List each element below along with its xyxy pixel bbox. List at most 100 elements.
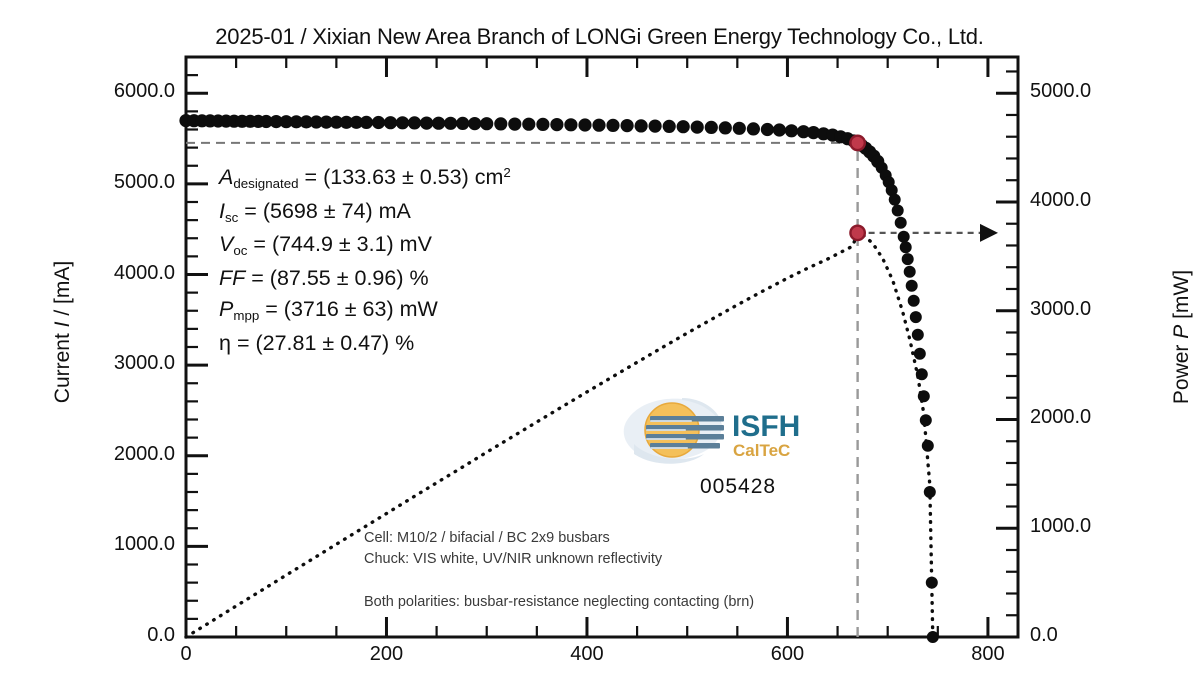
mpp-markers — [849, 134, 867, 242]
iv-data-point — [349, 115, 363, 129]
parameter-area: Adesignated = (133.63 ± 0.53) cm2 — [219, 162, 511, 196]
x-tick-400: 400 — [570, 643, 604, 665]
iv-data-point — [648, 119, 662, 133]
iv-data-point — [383, 116, 398, 130]
parameter-subscript: sc — [224, 209, 239, 225]
iv-data-point — [897, 230, 910, 243]
iv-data-point — [269, 115, 283, 129]
parameter-value: (27.81 ± 0.47) % — [255, 330, 415, 355]
iv-data-point — [806, 126, 821, 140]
parameter-max-power-point: Pmpp = (3716 ± 63) mW — [219, 294, 511, 328]
note-polarities: Both polarities: busbar-resistance negle… — [364, 594, 755, 610]
y-right-tick-5000: 5000.0 — [1030, 80, 1092, 103]
parameter-equals: = — [238, 198, 263, 223]
serial-number: 005428 — [700, 475, 777, 498]
isfh-caltec-logo: ISFH CalTeC — [623, 398, 800, 464]
parameter-short-circuit-current: Isc = (5698 ± 74) mA — [219, 196, 511, 230]
iv-data-point — [662, 119, 676, 133]
iv-data-point — [444, 116, 458, 130]
y-right-tick-1000: 1000.0 — [1030, 515, 1092, 538]
parameter-value: (133.63 ± 0.53) cm — [323, 165, 504, 189]
iv-data-point — [899, 241, 912, 254]
chart-title: 2025-01 / Xixian New Area Branch of LONG… — [215, 24, 984, 49]
y-left-tick-0: 0.0 — [147, 624, 175, 646]
iv-data-point — [909, 311, 922, 324]
iv-data-point — [279, 115, 293, 129]
iv-data-point — [917, 390, 930, 403]
iv-data-point — [746, 122, 761, 136]
iv-data-point — [784, 124, 799, 138]
iv-data-point — [494, 117, 508, 131]
iv-data-point — [420, 116, 434, 130]
parameter-subscript: mpp — [233, 308, 260, 324]
y-left-tick-5000: 5000.0 — [113, 170, 175, 193]
iv-data-point — [915, 368, 928, 381]
iv-data-point — [894, 216, 907, 229]
parameter-fill-factor: FF = (87.55 ± 0.96) % — [219, 263, 511, 295]
parameter-equals: = — [230, 330, 256, 355]
parameter-symbol: I — [219, 198, 225, 223]
parameter-value: (5698 ± 74) mA — [262, 198, 411, 223]
iv-data-point — [676, 120, 690, 134]
parameter-efficiency: η = (27.81 ± 0.47) % — [219, 328, 511, 360]
x-tick-200: 200 — [369, 643, 404, 665]
iv-data-point — [620, 119, 634, 133]
parameter-superscript: 2 — [503, 164, 511, 180]
note-cell: Cell: M10/2 / bifacial / BC 2x9 busbars — [364, 530, 610, 546]
parameter-symbol: A — [219, 165, 234, 189]
iv-data-point — [690, 120, 704, 134]
parameter-equals: = — [259, 297, 284, 321]
logo-bars-highlight — [646, 420, 692, 449]
parameter-symbol: FF — [219, 265, 246, 290]
parameter-subscript: designated — [233, 176, 299, 192]
iv-data-point — [923, 486, 936, 498]
iv-data-point — [592, 118, 606, 132]
power-curve-dotted — [184, 230, 935, 639]
y-axis-left-title: Current I / [mA] — [51, 260, 74, 404]
parameter-open-circuit-voltage: Voc = (744.9 ± 3.1) mV — [219, 229, 511, 263]
iv-data-point — [606, 118, 620, 132]
x-tick-0: 0 — [180, 643, 192, 665]
pmpp-arrowhead — [980, 223, 998, 242]
iv-data-point — [760, 122, 775, 137]
iv-data-point — [907, 294, 920, 307]
iv-data-point — [407, 116, 422, 130]
iv-data-point — [339, 115, 353, 129]
iv-data-point — [718, 121, 732, 135]
iv-data-point — [634, 119, 648, 133]
logo-primary-text: ISFH — [732, 410, 800, 443]
iv-data-point — [522, 117, 536, 131]
mpp-power — [849, 224, 867, 242]
iv-data-point — [903, 265, 916, 278]
iv-data-point — [704, 120, 718, 134]
parameter-equals: = — [245, 265, 270, 290]
iv-data-point — [796, 125, 811, 139]
parameter-list: Adesignated = (133.63 ± 0.53) cm2 Isc = (… — [219, 162, 511, 359]
iv-data-point — [468, 117, 482, 131]
iv-data-point — [319, 115, 333, 129]
parameter-value: (87.55 ± 0.96) % — [269, 265, 429, 290]
iv-data-point — [550, 118, 564, 132]
iv-data-point — [732, 121, 746, 135]
logo-secondary-text: CalTeC — [733, 441, 790, 460]
y-left-tick-6000: 6000.0 — [113, 80, 175, 103]
iv-data-point — [925, 576, 938, 589]
parameter-equals: = — [247, 232, 272, 256]
parameter-symbol: P — [219, 297, 234, 321]
power-curve — [184, 230, 935, 639]
y-right-tick-3000: 3000.0 — [1030, 297, 1092, 320]
iv-data-point — [359, 115, 373, 129]
x-tick-600: 600 — [770, 643, 805, 665]
y-axis-right-title: Power P [mW] — [1170, 269, 1193, 405]
y-left-tick-3000: 3000.0 — [113, 352, 175, 375]
iv-data-point — [480, 117, 494, 131]
iv-curve — [179, 114, 939, 643]
note-chuck: Chuck: VIS white, UV/NIR unknown reflect… — [364, 551, 663, 567]
parameter-symbol: η — [219, 330, 231, 355]
axis-ticks — [184, 55, 1018, 639]
parameter-equals: = — [298, 165, 324, 189]
y-left-tick-4000: 4000.0 — [113, 261, 175, 284]
iv-data-point — [772, 123, 787, 137]
